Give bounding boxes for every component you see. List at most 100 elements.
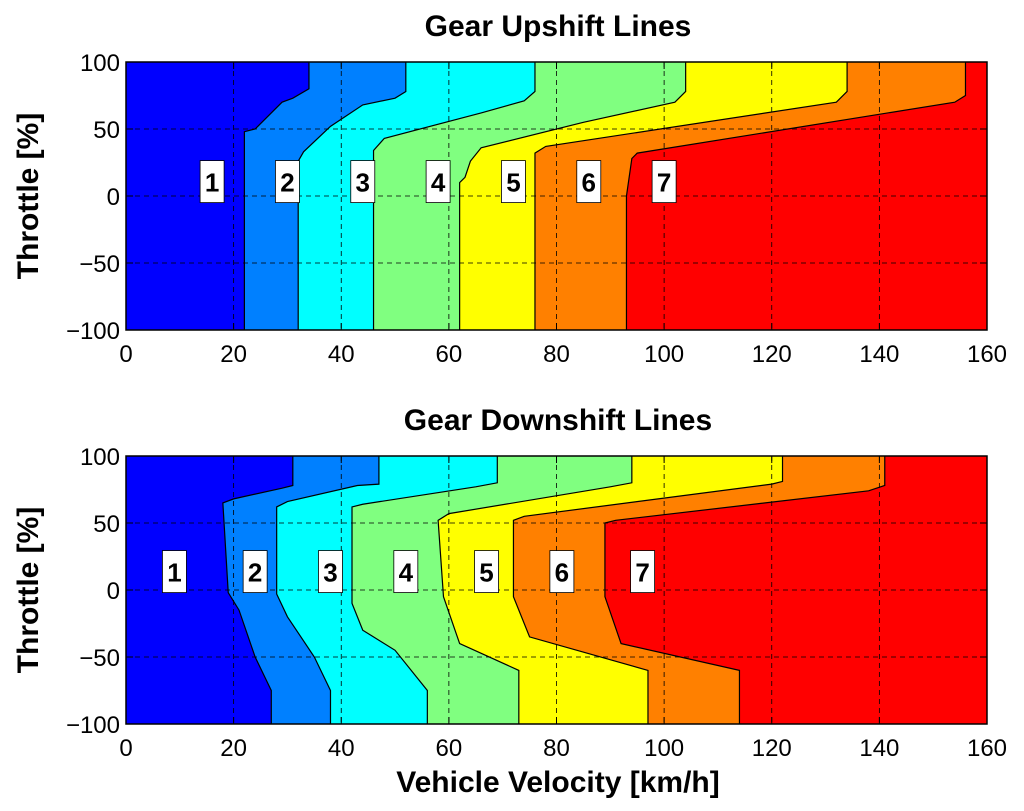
downshift-gear-label-2: 2 xyxy=(242,550,268,593)
downshift-gear-label-text: 2 xyxy=(248,558,262,588)
downshift-x-tick-label: 80 xyxy=(543,735,570,762)
x-axis-label: Vehicle Velocity [km/h] xyxy=(396,766,719,799)
downshift-x-tick-label: 20 xyxy=(220,735,247,762)
upshift-y-tick-label: 0 xyxy=(107,184,120,211)
upshift-gear-region-3 xyxy=(298,62,535,330)
upshift-y-tick-label: −50 xyxy=(79,251,120,278)
downshift-gear-label-4: 4 xyxy=(393,550,419,593)
downshift-y-tick-label: −50 xyxy=(79,645,120,672)
downshift-shift-line-6 xyxy=(604,456,886,724)
upshift-title: Gear Upshift Lines xyxy=(425,10,692,43)
upshift-gear-label-box xyxy=(425,160,451,204)
downshift-x-tick-label: 100 xyxy=(644,735,684,762)
upshift-x-tick-label: 120 xyxy=(752,341,792,368)
upshift-gear-label-text: 6 xyxy=(582,168,596,198)
downshift-gear-label-3: 3 xyxy=(318,550,343,593)
upshift-x-tick-label: 0 xyxy=(119,341,132,368)
upshift-gear-label-box xyxy=(350,160,376,204)
downshift-shift-line-5 xyxy=(512,456,784,724)
upshift-x-tick-label: 100 xyxy=(644,341,684,368)
upshift-gear-label-text: 1 xyxy=(205,168,219,198)
upshift-gear-label-box xyxy=(501,160,526,204)
upshift-gear-label-box xyxy=(275,160,300,204)
upshift-x-tick-label: 20 xyxy=(220,341,247,368)
upshift-gear-label-text: 2 xyxy=(280,168,294,198)
upshift-gear-label-6: 6 xyxy=(576,160,602,204)
upshift-gear-label-7: 7 xyxy=(651,160,677,204)
downshift-shift-line-3 xyxy=(351,456,498,724)
downshift-ticks: 0 20 40 60 80 100 120 140 160 −100 −50 0 50 100 xyxy=(66,444,1007,762)
upshift-lines xyxy=(243,62,967,330)
upshift-shift-line-6 xyxy=(625,62,967,330)
upshift-gear-label-box xyxy=(199,160,225,204)
upshift-gear-label-2: 2 xyxy=(275,160,300,204)
downshift-gear-label-box xyxy=(318,550,343,593)
downshift-plot: Gear Downshift Lines Throttle [%] 0 20 40 6… xyxy=(12,404,1007,799)
upshift-gear-label-text: 7 xyxy=(657,168,671,198)
upshift-shift-line-3 xyxy=(372,62,536,330)
downshift-gear-label-6: 6 xyxy=(549,550,575,593)
upshift-y-tick-label: 100 xyxy=(80,50,120,77)
upshift-x-tick-label: 80 xyxy=(543,341,570,368)
upshift-shift-line-1 xyxy=(243,62,310,330)
upshift-y-axis-label: Throttle [%] xyxy=(12,113,45,280)
upshift-shift-line-5 xyxy=(534,62,848,330)
upshift-gear-label-box xyxy=(576,160,602,204)
downshift-gear-label-box xyxy=(630,550,655,593)
downshift-shift-line-2 xyxy=(276,456,380,724)
upshift-gear-label-1: 1 xyxy=(199,160,225,204)
upshift-shift-line-2 xyxy=(297,62,407,330)
upshift-x-tick-label: 140 xyxy=(859,341,899,368)
downshift-gear-label-text: 4 xyxy=(399,558,414,588)
upshift-gear-label-text: 5 xyxy=(506,168,520,198)
upshift-gear-label-5: 5 xyxy=(501,160,526,204)
downshift-shift-line-1 xyxy=(222,456,294,724)
downshift-gear-label-box xyxy=(549,550,575,593)
downshift-gear-label-box xyxy=(162,550,187,593)
downshift-gear-label-box xyxy=(393,550,419,593)
downshift-y-tick-label: 50 xyxy=(93,511,120,538)
downshift-x-tick-label: 120 xyxy=(752,735,792,762)
downshift-x-tick-label: 160 xyxy=(967,735,1007,762)
downshift-gear-region-4 xyxy=(352,456,632,724)
downshift-shift-line-4 xyxy=(437,456,633,724)
upshift-y-tick-label: 50 xyxy=(93,117,120,144)
upshift-x-tick-label: 40 xyxy=(328,341,355,368)
upshift-x-tick-label: 60 xyxy=(436,341,463,368)
upshift-gear-label-4: 4 xyxy=(425,160,451,204)
downshift-gear-label-box xyxy=(474,550,499,593)
upshift-gear-labels: 1 2 3 4 5 6 7 xyxy=(199,160,677,204)
downshift-gear-label-text: 5 xyxy=(479,558,493,588)
downshift-gear-region-3 xyxy=(276,456,498,724)
upshift-gear-region-7 xyxy=(626,62,987,330)
upshift-x-tick-label: 160 xyxy=(967,341,1007,368)
downshift-x-tick-label: 60 xyxy=(436,735,463,762)
downshift-x-tick-label: 140 xyxy=(859,735,899,762)
upshift-ticks: 0 20 40 60 80 100 120 140 160 −100 −50 0 50 100 xyxy=(66,50,1007,368)
downshift-y-tick-label: 0 xyxy=(107,578,120,605)
downshift-title: Gear Downshift Lines xyxy=(404,404,712,437)
upshift-gear-region-2 xyxy=(244,62,406,330)
downshift-y-tick-label: 100 xyxy=(80,444,120,471)
upshift-gear-label-3: 3 xyxy=(350,160,376,204)
upshift-gear-label-text: 4 xyxy=(431,168,446,198)
downshift-x-tick-label: 40 xyxy=(328,735,355,762)
downshift-gear-label-1: 1 xyxy=(162,550,187,593)
downshift-gear-labels: 1 2 3 4 5 6 7 xyxy=(162,550,655,593)
downshift-gear-label-text: 3 xyxy=(323,558,337,588)
downshift-lines xyxy=(222,456,886,724)
upshift-plot: Gear Upshift Lines Throttle [%] 0 20 40 60 8… xyxy=(12,10,1007,368)
downshift-y-axis-label: Throttle [%] xyxy=(12,507,45,674)
downshift-gear-label-5: 5 xyxy=(474,550,499,593)
downshift-gear-label-text: 6 xyxy=(555,558,569,588)
downshift-x-tick-label: 0 xyxy=(119,735,132,762)
downshift-gear-label-text: 7 xyxy=(635,558,649,588)
upshift-shift-line-4 xyxy=(459,62,687,330)
upshift-gear-label-text: 3 xyxy=(356,168,370,198)
downshift-gear-label-text: 1 xyxy=(167,558,181,588)
downshift-y-tick-label: −100 xyxy=(66,712,120,739)
downshift-gear-label-7: 7 xyxy=(630,550,655,593)
upshift-y-tick-label: −100 xyxy=(66,318,120,345)
downshift-gear-label-box xyxy=(242,550,268,593)
